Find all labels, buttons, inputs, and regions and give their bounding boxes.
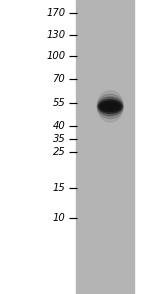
Text: 70: 70 bbox=[52, 74, 65, 84]
Text: 25: 25 bbox=[52, 147, 65, 157]
Ellipse shape bbox=[97, 91, 123, 122]
Ellipse shape bbox=[98, 97, 123, 116]
Text: 35: 35 bbox=[52, 134, 65, 144]
Text: 170: 170 bbox=[46, 8, 65, 18]
Text: 55: 55 bbox=[52, 98, 65, 108]
Ellipse shape bbox=[99, 101, 121, 112]
Bar bbox=[76, 0, 134, 294]
Text: 15: 15 bbox=[52, 183, 65, 193]
Text: 10: 10 bbox=[52, 213, 65, 223]
Ellipse shape bbox=[101, 103, 119, 110]
Ellipse shape bbox=[97, 94, 123, 119]
Text: 130: 130 bbox=[46, 30, 65, 40]
Text: 40: 40 bbox=[52, 121, 65, 131]
Text: 100: 100 bbox=[46, 51, 65, 61]
Ellipse shape bbox=[98, 99, 122, 114]
